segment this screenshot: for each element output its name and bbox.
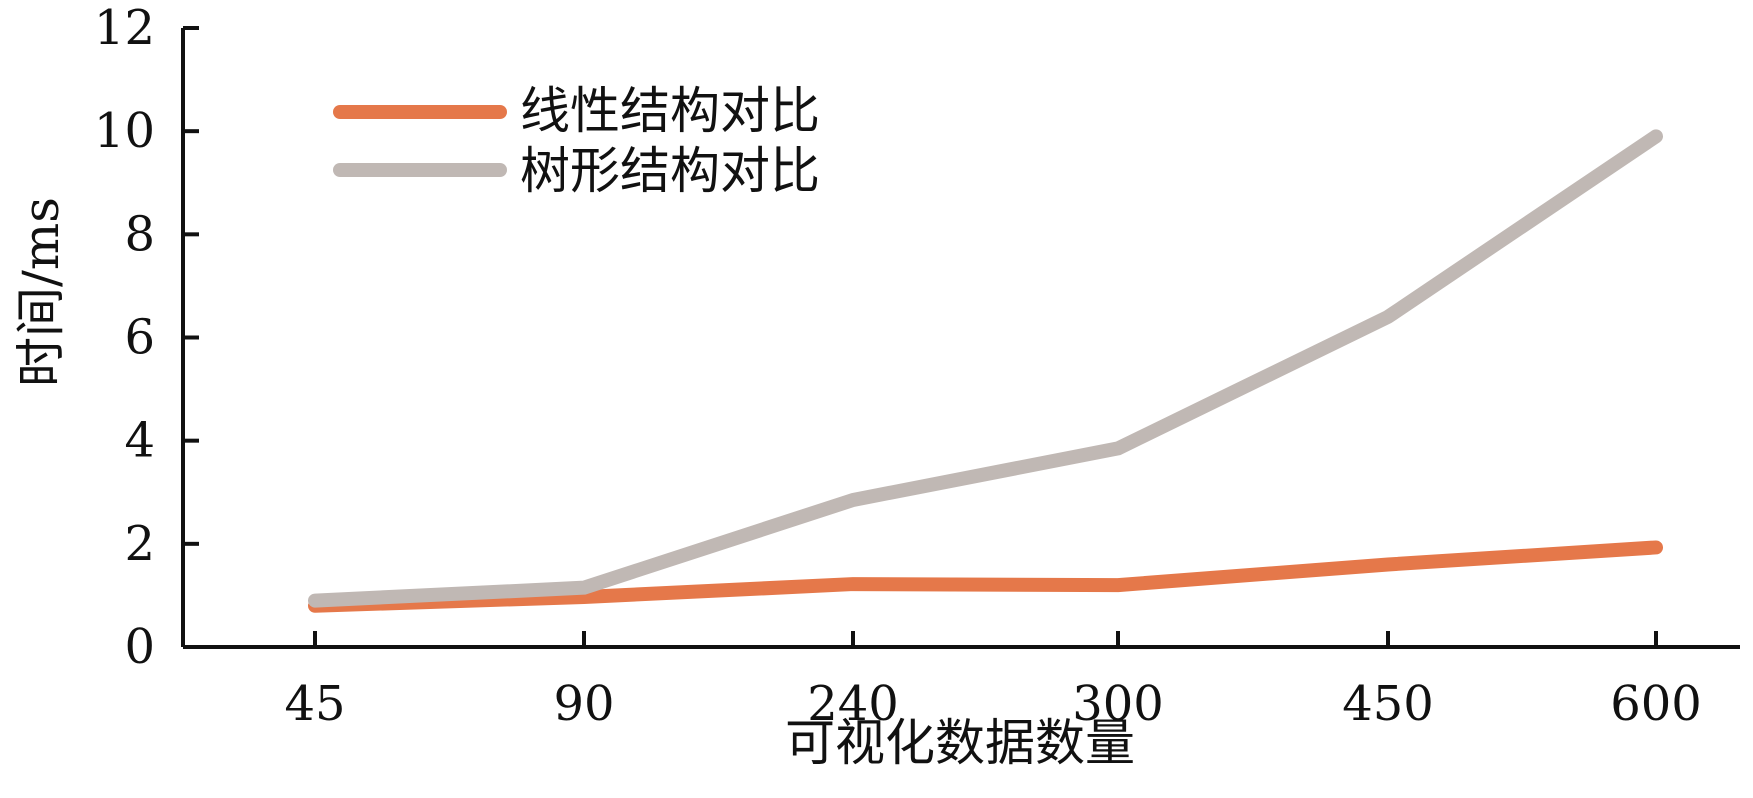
legend: 线性结构对比 树形结构对比 [333, 82, 820, 200]
x-tick-label: 450 [1342, 676, 1434, 732]
legend-label-series-1: 树形结构对比 [520, 142, 820, 200]
x-tick-label: 300 [1072, 676, 1164, 732]
x-tick-label: 90 [553, 676, 614, 732]
series-line-linear [308, 540, 1663, 613]
x-tick-label: 240 [807, 676, 899, 732]
series-line-tree [308, 129, 1663, 608]
x-tick-label: 600 [1610, 676, 1702, 732]
y-axis-title: 时间/ms [12, 197, 70, 387]
y-tick-label: 12 [94, 0, 155, 56]
y-tick-label: 4 [124, 413, 155, 469]
y-tick-label: 2 [124, 516, 155, 572]
y-tick-label: 10 [94, 103, 155, 159]
x-tick-label: 45 [284, 676, 345, 732]
y-tick-label: 0 [124, 619, 155, 675]
y-tick-label: 8 [124, 206, 155, 262]
legend-label-series-0: 线性结构对比 [520, 82, 820, 140]
x-axis-title: 可视化数据数量 [785, 714, 1135, 772]
y-tick-label: 6 [124, 310, 155, 366]
plot-layer: 0 2 4 6 8 10 12 45 90 240 300 450 600 [94, 0, 1740, 732]
